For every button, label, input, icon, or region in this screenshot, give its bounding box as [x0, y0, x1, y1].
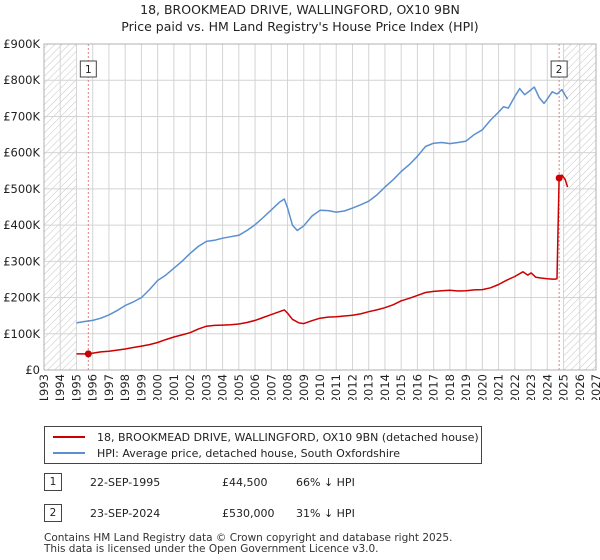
transaction-number: 2: [44, 504, 62, 522]
legend-item-property: 18, BROOKMEAD DRIVE, WALLINGFORD, OX10 9…: [53, 429, 479, 445]
y-tick-label: £800K: [3, 73, 40, 87]
y-tick-label: £600K: [3, 146, 40, 160]
annotation-box: [79, 60, 97, 78]
x-tick-label: 2014: [378, 374, 392, 400]
transaction-price: £44,500: [222, 476, 268, 489]
x-tick-label: 2019: [459, 374, 473, 400]
x-tick-label: 2027: [589, 374, 600, 400]
footer-licence: This data is licensed under the Open Gov…: [44, 543, 379, 555]
transaction-row: 1 22-SEP-1995 £44,500 66% ↓ HPI: [44, 473, 564, 493]
legend-label-property: 18, BROOKMEAD DRIVE, WALLINGFORD, OX10 9…: [97, 430, 479, 444]
x-tick-label: 1995: [69, 374, 83, 400]
x-tick-label: 2026: [573, 374, 587, 400]
x-tick-label: 1993: [37, 374, 51, 400]
legend-swatch-hpi: [53, 452, 85, 454]
annotation-label: 2: [556, 64, 563, 76]
x-tick-label: 2017: [427, 374, 441, 400]
x-tick-label: 2005: [232, 374, 246, 400]
x-tick-label: 2001: [167, 374, 181, 400]
transaction-row: 2 23-SEP-2024 £530,000 31% ↓ HPI: [44, 504, 564, 524]
x-tick-label: 1997: [102, 374, 116, 400]
y-tick-label: £400K: [3, 218, 40, 232]
transaction-hpi-diff: 66% ↓ HPI: [296, 476, 355, 489]
property-price-line: [76, 174, 569, 355]
x-tick-label: 2024: [540, 374, 554, 400]
footer-copyright: Contains HM Land Registry data © Crown c…: [44, 532, 453, 544]
x-tick-label: 2020: [475, 374, 489, 400]
y-tick-label: £200K: [3, 291, 40, 305]
x-tick-label: 2018: [443, 374, 457, 400]
x-tick-label: 2003: [199, 374, 213, 400]
x-tick-label: 2013: [362, 374, 376, 400]
x-tick-label: 2022: [508, 374, 522, 400]
x-tick-label: 2012: [345, 374, 359, 400]
x-tick-label: 2004: [216, 374, 230, 400]
x-tick-label: 2023: [524, 374, 538, 400]
transaction-date: 22-SEP-1995: [90, 476, 161, 489]
x-tick-label: 2010: [313, 374, 327, 400]
x-tick-label: 2021: [492, 374, 506, 400]
y-tick-label: £900K: [3, 37, 40, 51]
y-tick-label: £0: [25, 363, 40, 377]
y-tick-label: £300K: [3, 254, 40, 268]
y-tick-label: £500K: [3, 182, 40, 196]
plot-frame: [43, 43, 597, 371]
x-tick-label: 2000: [151, 374, 165, 400]
x-tick-label: 1994: [53, 374, 67, 400]
x-tick-label: 2015: [394, 374, 408, 400]
transaction-number: 1: [44, 473, 62, 491]
transaction-hpi-diff: 31% ↓ HPI: [296, 507, 355, 520]
legend-item-hpi: HPI: Average price, detached house, Sout…: [53, 445, 400, 461]
annotation-box: [550, 60, 568, 78]
chart-title: 18, BROOKMEAD DRIVE, WALLINGFORD, OX10 9…: [140, 2, 460, 17]
hpi-line: [76, 86, 569, 324]
x-tick-label: 1998: [118, 374, 132, 400]
transaction-date: 23-SEP-2024: [90, 507, 161, 520]
sale-point: [555, 174, 563, 182]
legend: 18, BROOKMEAD DRIVE, WALLINGFORD, OX10 9…: [44, 426, 482, 464]
x-tick-label: 2025: [557, 374, 571, 400]
annotation-label: 1: [85, 64, 92, 76]
y-tick-label: £700K: [3, 109, 40, 123]
x-tick-label: 2007: [264, 374, 278, 400]
price-chart: £0 £100K £200K £300K £400K £500K £600K £700K £80…: [3, 37, 600, 400]
legend-swatch-property: [53, 436, 85, 438]
x-tick-label: 1999: [134, 374, 148, 400]
x-tick-label: 2008: [281, 374, 295, 400]
x-tick-label: 2006: [248, 374, 262, 400]
chart-subtitle: Price paid vs. HM Land Registry's House …: [121, 19, 479, 34]
x-tick-label: 1996: [86, 374, 100, 400]
y-tick-label: £100K: [3, 327, 40, 341]
x-tick-label: 2011: [329, 374, 343, 400]
transaction-price: £530,000: [222, 507, 275, 520]
x-tick-label: 2002: [183, 374, 197, 400]
sale-point: [84, 350, 92, 358]
legend-label-hpi: HPI: Average price, detached house, Sout…: [97, 446, 400, 460]
x-tick-label: 2009: [297, 374, 311, 400]
x-tick-label: 2016: [410, 374, 424, 400]
